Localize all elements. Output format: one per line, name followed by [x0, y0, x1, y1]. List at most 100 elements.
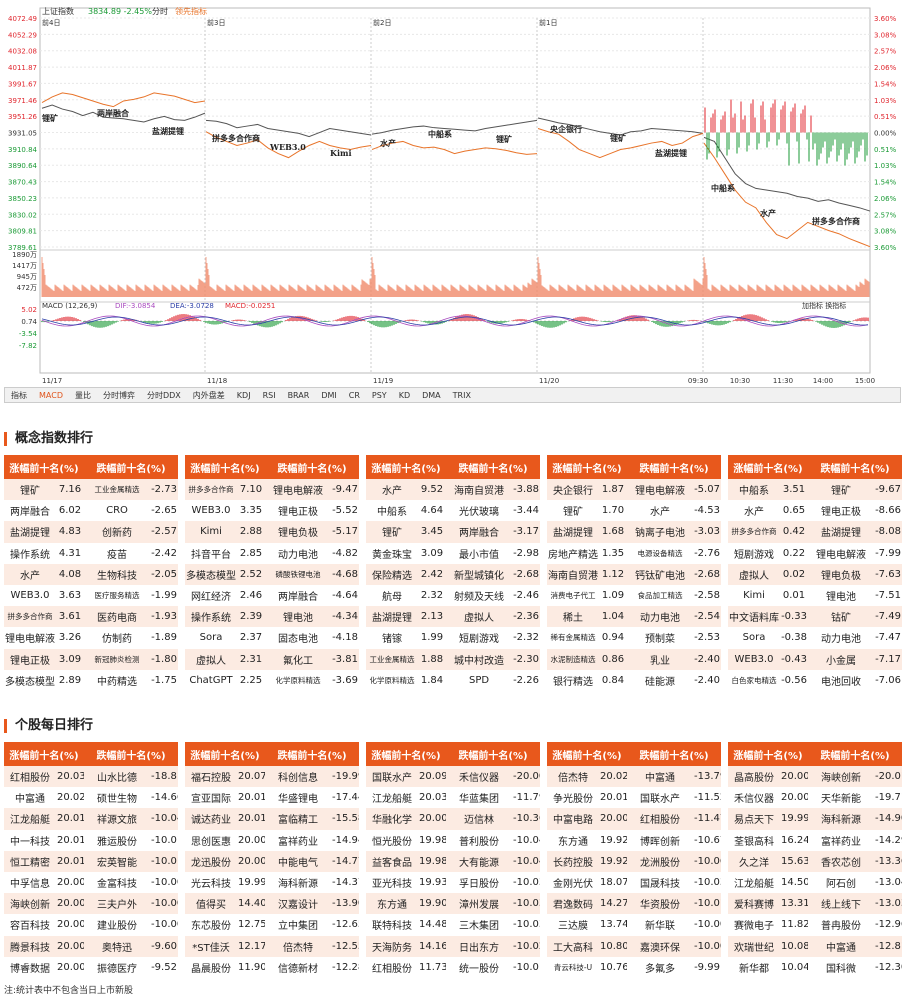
rank-row[interactable]: 博睿数据 20.00 振德医疗 -9.52 [4, 956, 179, 978]
rank-row[interactable]: 虚拟人 0.02 锂电负极 -7.63 [728, 563, 903, 585]
down-name[interactable]: 锂电电解液 [265, 479, 332, 501]
up-name[interactable]: 中孚信息 [4, 871, 56, 894]
indicator-tab-0[interactable]: 指标 [11, 390, 27, 400]
up-name[interactable]: 博睿数据 [4, 956, 56, 978]
down-name[interactable]: 锂电正极 [265, 500, 332, 522]
down-name[interactable]: 小金属 [808, 648, 875, 670]
up-name[interactable]: 稀有金属精选 [547, 627, 599, 649]
down-name[interactable]: 科创信息 [265, 766, 332, 788]
up-name[interactable]: 水泥制造精选 [547, 648, 599, 670]
down-name[interactable]: 预制菜 [627, 627, 694, 649]
up-name[interactable]: 爱科赛博 [728, 893, 780, 915]
intraday-chart[interactable]: 上证指数 3834.89 -2.45% 分时 领先指标 4072.49 3.60% 4052… [0, 0, 905, 403]
rank-row[interactable]: 操作系统 2.39 锂电池 -4.34 [185, 606, 360, 628]
rank-row[interactable]: Kimi 0.01 锂电池 -7.51 [728, 584, 903, 607]
up-name[interactable]: 恒工精密 [4, 850, 56, 872]
up-name[interactable]: 国联水产 [366, 766, 418, 788]
down-name[interactable]: 水产 [627, 500, 694, 522]
up-name[interactable]: WEB3.0 [185, 500, 237, 522]
up-name[interactable]: WEB3.0 [728, 648, 780, 670]
up-name[interactable]: 金刚光伏 [547, 871, 599, 894]
down-name[interactable]: 孚日股份 [446, 871, 513, 894]
down-name[interactable]: 红相股份 [627, 808, 694, 830]
up-name[interactable]: 房地产精选 [547, 542, 599, 564]
up-name[interactable]: 水产 [366, 479, 418, 501]
up-name[interactable]: 锂矿 [547, 500, 599, 522]
down-name[interactable]: 日出东方 [446, 935, 513, 957]
down-name[interactable]: 中富通 [627, 766, 694, 788]
down-name[interactable]: 钙钛矿电池 [627, 563, 694, 585]
down-name[interactable]: CRO [84, 500, 151, 522]
up-name[interactable]: 锗镓 [366, 627, 418, 649]
up-name[interactable]: 容百科技 [4, 914, 56, 936]
up-name[interactable]: 中文语料库 [728, 606, 780, 628]
up-name[interactable]: 欢瑞世纪 [728, 935, 780, 957]
up-name[interactable]: 盐湖提锂 [547, 521, 599, 543]
up-name[interactable]: 拼多多合作商 [185, 479, 237, 501]
rank-row[interactable]: 工业金属精选 1.88 城中村改造 -2.30 [366, 648, 541, 670]
down-name[interactable]: 普利股份 [446, 829, 513, 851]
down-name[interactable]: 国晟科技 [627, 871, 694, 894]
down-name[interactable]: 短剧游戏 [446, 627, 513, 649]
rank-row[interactable]: 稀土 1.04 动力电池 -2.54 [547, 606, 722, 628]
up-name[interactable]: 新华都 [728, 956, 780, 978]
up-name[interactable]: 锂电正极 [4, 648, 56, 670]
chart-canvas[interactable]: 上证指数 3834.89 -2.45% 分时 领先指标 4072.49 3.60% 4052… [0, 0, 905, 387]
rank-row[interactable]: 中船系 3.51 锂矿 -9.67 [728, 479, 903, 501]
up-name[interactable]: 天海防务 [366, 935, 418, 957]
up-name[interactable]: 值得买 [185, 893, 237, 915]
up-name[interactable]: Sora [185, 627, 237, 649]
indicator-tab-5[interactable]: 内外盘差 [192, 390, 225, 400]
up-name[interactable]: 恒光股份 [366, 829, 418, 851]
up-name[interactable]: 亚光科技 [366, 871, 418, 894]
down-name[interactable]: 两岸融合 [446, 521, 513, 543]
rank-row[interactable]: 拼多多合作商 7.10 锂电电解液 -9.47 [185, 479, 360, 501]
rank-row[interactable]: 房地产精选 1.35 电源设备精选 -2.76 [547, 542, 722, 564]
down-name[interactable]: 汉嘉设计 [265, 893, 332, 915]
rank-row[interactable]: 多模态模型 2.52 磷酸铁锂电池 -4.68 [185, 563, 360, 585]
down-name[interactable]: 磷酸铁锂电池 [265, 563, 332, 585]
up-name[interactable]: 江龙船艇 [4, 808, 56, 830]
rank-row[interactable]: 网红经济 2.46 两岸融合 -4.64 [185, 584, 360, 607]
up-name[interactable]: 锂电电解液 [4, 627, 56, 649]
up-name[interactable]: 稀土 [547, 606, 599, 628]
down-name[interactable]: 锂电电解液 [627, 479, 694, 501]
indicator-tab-8[interactable]: BRAR [287, 390, 310, 400]
down-name[interactable]: 祥源文旅 [84, 808, 151, 830]
indicator-tab-14[interactable]: TRIX [452, 390, 471, 400]
down-name[interactable]: 创新药 [84, 521, 151, 543]
down-name[interactable]: 金富科技 [84, 871, 151, 894]
down-name[interactable]: 三夫户外 [84, 893, 151, 915]
indicator-tab-3[interactable]: 分时博弈 [102, 390, 135, 400]
down-name[interactable]: 大有能源 [446, 850, 513, 872]
down-name[interactable]: 富祥药业 [808, 829, 875, 851]
rank-row[interactable]: WEB3.0 3.35 锂电正极 -5.52 [185, 500, 360, 522]
up-name[interactable]: 盐湖提锂 [4, 521, 56, 543]
down-name[interactable]: 锂电正极 [808, 500, 875, 522]
rank-row[interactable]: 青云科技-U 10.76 多氟多 -9.99 [547, 956, 722, 978]
up-name[interactable]: 工大高科 [547, 935, 599, 957]
up-name[interactable]: 拼多多合作商 [4, 606, 56, 628]
up-name[interactable]: 腾景科技 [4, 935, 56, 957]
up-name[interactable]: 光云科技 [185, 871, 237, 894]
up-name[interactable]: 宣亚国际 [185, 787, 237, 809]
up-name[interactable]: 工业金属精选 [366, 648, 418, 670]
down-name[interactable]: 锂电负极 [808, 563, 875, 585]
